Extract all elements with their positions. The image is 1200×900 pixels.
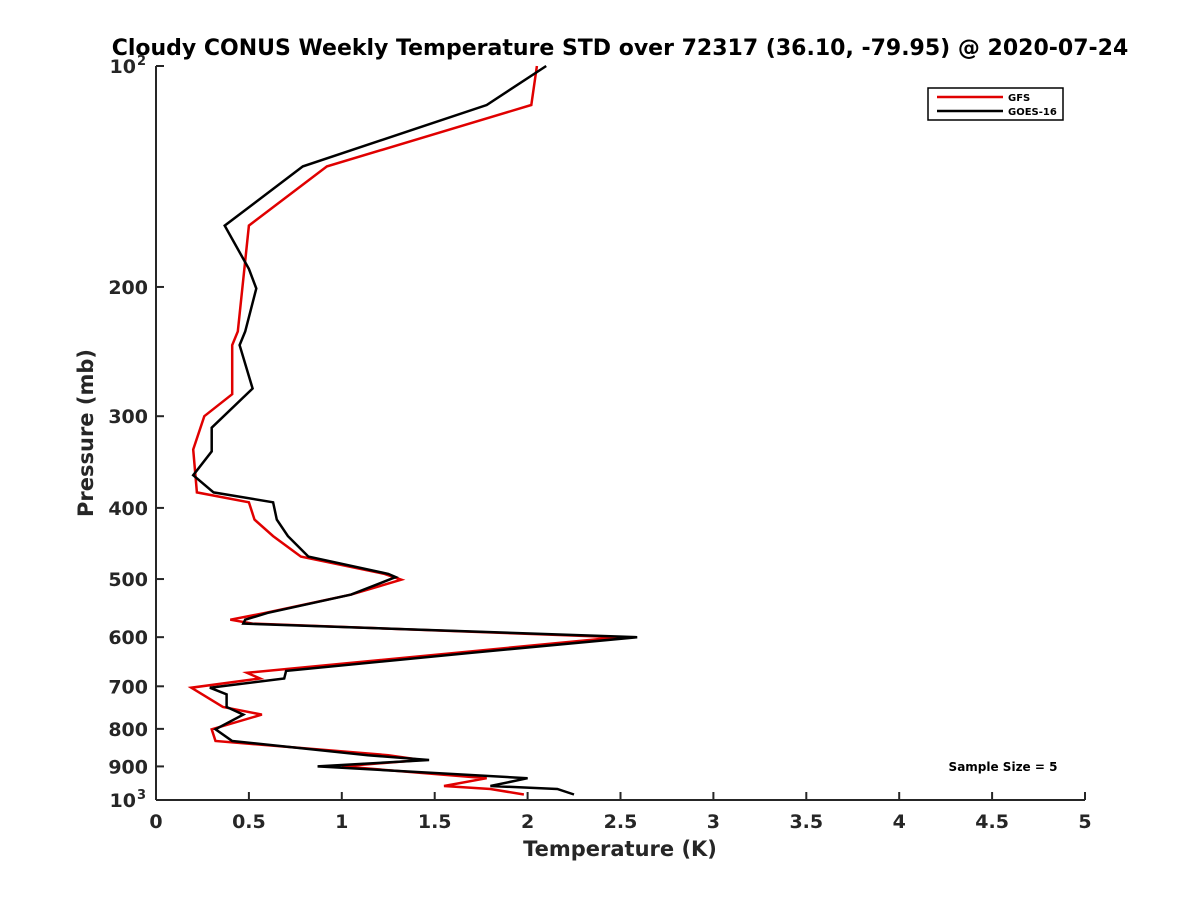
legend-box bbox=[927, 87, 1064, 121]
y-tick-label: 500 bbox=[108, 569, 148, 591]
x-tick-label: 2 bbox=[521, 811, 534, 833]
series-lines bbox=[187, 64, 638, 796]
y-tick-label: 900 bbox=[108, 756, 148, 778]
y-tick-label: 10 bbox=[110, 790, 136, 812]
y-axis-label: Pressure (mb) bbox=[74, 349, 98, 517]
y-tick-label: 600 bbox=[108, 627, 148, 649]
x-tick-label: 1 bbox=[335, 811, 348, 833]
x-tick-label: 0 bbox=[149, 811, 162, 833]
x-axis-label: Temperature (K) bbox=[523, 837, 717, 861]
series-line-goes16 bbox=[191, 64, 638, 796]
series-line-gfs bbox=[187, 65, 619, 796]
x-tick-label: 5 bbox=[1078, 811, 1091, 833]
y-tick-label: 300 bbox=[108, 406, 148, 428]
y-tick-exponent: 2 bbox=[137, 54, 146, 69]
x-tick-label: 2.5 bbox=[604, 811, 638, 833]
x-tick-label: 3.5 bbox=[789, 811, 823, 833]
chart-title: Cloudy CONUS Weekly Temperature STD over… bbox=[112, 36, 1129, 61]
x-tick-label: 4 bbox=[893, 811, 906, 833]
x-tick-label: 0.5 bbox=[232, 811, 266, 833]
x-tick-label: 1.5 bbox=[418, 811, 452, 833]
legend-label-gfs: GFS bbox=[1008, 93, 1030, 104]
y-tick-exponent: 3 bbox=[137, 788, 146, 803]
x-tick-label: 4.5 bbox=[975, 811, 1009, 833]
sample-size-annotation: Sample Size = 5 bbox=[949, 760, 1058, 774]
y-tick-label: 200 bbox=[108, 277, 148, 299]
y-tick-label: 700 bbox=[108, 676, 148, 698]
y-tick-label: 400 bbox=[108, 498, 148, 520]
y-tick-label: 800 bbox=[108, 719, 148, 741]
legend-label-goes16: GOES-16 bbox=[1008, 107, 1057, 118]
axes bbox=[155, 66, 1085, 801]
legend: GFS GOES-16 bbox=[927, 87, 1064, 121]
x-ticks: 0 0.5 1 1.5 2 2.5 3 3.5 4 4.5 5 bbox=[149, 792, 1092, 833]
y-tick-base: 10 bbox=[110, 790, 136, 812]
y-tick-base: 10 bbox=[110, 56, 136, 78]
y-tick-label: 10 bbox=[110, 56, 136, 78]
x-tick-label: 3 bbox=[707, 811, 720, 833]
